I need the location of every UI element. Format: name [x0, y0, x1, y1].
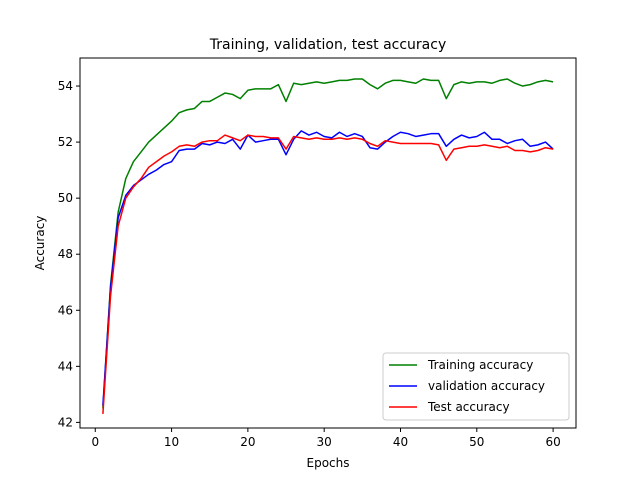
series-lines: [102, 78, 554, 415]
legend-box: [382, 352, 570, 421]
y-axis: 42 44 46 48 50 52 54: [58, 79, 80, 429]
y-tick-label: 54: [58, 79, 73, 93]
legend: Training accuracy validation accuracy Test…: [382, 352, 570, 421]
x-tick-label: 20: [240, 435, 255, 449]
y-tick-label: 46: [58, 303, 73, 317]
y-tick-label: 52: [58, 135, 73, 149]
x-tick-label: 0: [91, 435, 99, 449]
y-tick-label: 44: [58, 359, 73, 373]
y-tick-label: 42: [58, 415, 73, 429]
plot-area: [79, 57, 577, 429]
legend-label-test-accuracy: Test accuracy: [427, 400, 510, 414]
plot-frame: [79, 57, 577, 429]
legend-label-training-accuracy: Training accuracy: [427, 358, 533, 372]
x-axis: 0 10 20 30 40 50 60: [91, 428, 561, 449]
x-tick-label: 30: [317, 435, 332, 449]
y-tick-label: 50: [58, 191, 73, 205]
series-line-training-accuracy: [102, 78, 554, 409]
y-tick-label: 48: [58, 247, 73, 261]
x-tick-label: 40: [393, 435, 408, 449]
x-tick-label: 10: [164, 435, 179, 449]
legend-label-validation-accuracy: validation accuracy: [428, 379, 545, 393]
chart-title: Training, validation, test accuracy: [209, 37, 446, 53]
x-tick-label: 60: [545, 435, 560, 449]
x-tick-label: 50: [469, 435, 484, 449]
series-line-validation-accuracy: [102, 130, 554, 406]
y-axis-label: Accuracy: [33, 216, 47, 271]
x-axis-label: Epochs: [307, 456, 350, 470]
series-line-test-accuracy: [102, 134, 554, 415]
